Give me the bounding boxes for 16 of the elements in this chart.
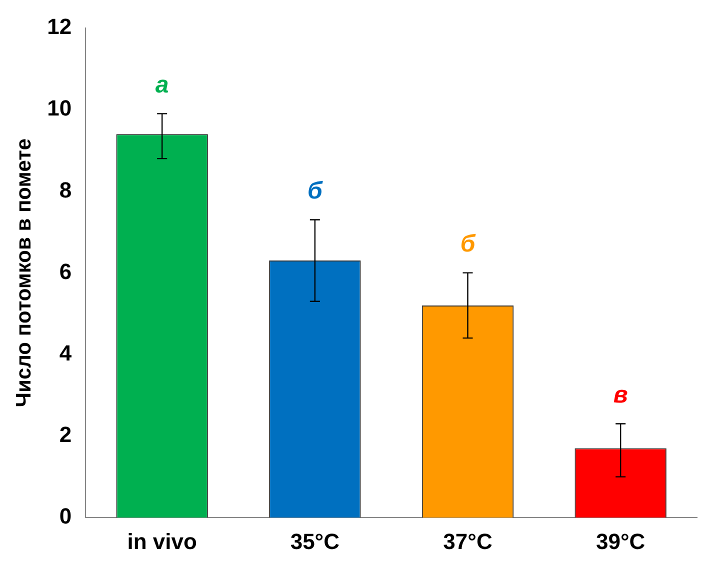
x-tick-label: in vivo — [127, 528, 197, 554]
y-tick-label: 8 — [59, 177, 72, 202]
y-tick-label: 6 — [59, 258, 72, 284]
annotation: а — [155, 71, 169, 98]
x-tick-label: 37°C — [443, 528, 492, 554]
y-axis-title: Число потомков в помете — [12, 138, 36, 408]
x-tick-label: 39°C — [596, 528, 646, 554]
y-tick-label: 10 — [47, 96, 72, 121]
annotation: в — [613, 381, 628, 408]
x-tick-label: 35°C — [290, 528, 340, 554]
annotation: б — [460, 230, 476, 258]
y-tick-label: 4 — [59, 340, 72, 366]
y-tick-label: 12 — [47, 14, 72, 40]
y-tick-label: 0 — [59, 504, 72, 529]
y-tick-label: 2 — [59, 422, 72, 448]
annotation: б — [307, 177, 324, 204]
